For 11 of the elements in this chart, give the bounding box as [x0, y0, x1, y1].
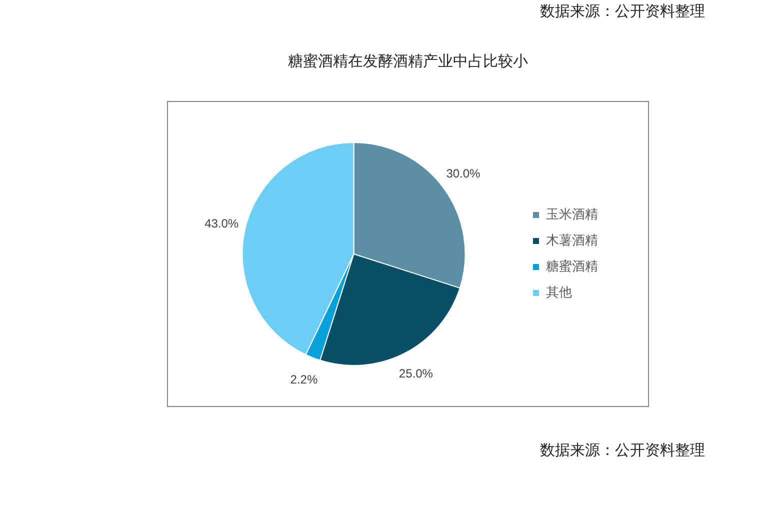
- legend-label: 木薯酒精: [546, 232, 598, 248]
- data-label: 25.0%: [398, 366, 434, 381]
- legend-label: 其他: [546, 284, 572, 300]
- data-label: 43.0%: [204, 216, 239, 230]
- data-label: 30.0%: [446, 166, 481, 180]
- chart-title: 糖蜜酒精在发酵酒精产业中占比较小: [287, 52, 529, 71]
- source-note: 数据来源：公开资料整理: [540, 441, 705, 460]
- data-label: 2.2%: [290, 372, 318, 386]
- legend-label: 糖蜜酒精: [546, 258, 598, 274]
- legend-label: 玉米酒精: [546, 206, 598, 222]
- source-note: 数据来源：公开资料整理: [540, 2, 705, 21]
